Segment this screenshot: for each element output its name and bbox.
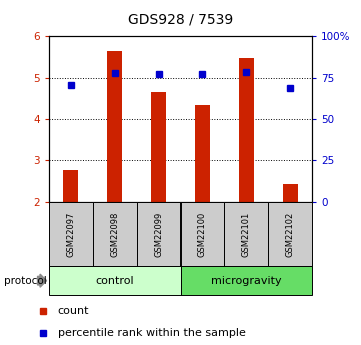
Bar — [239, 58, 254, 202]
Bar — [283, 184, 298, 202]
Bar — [107, 51, 122, 202]
Bar — [180, 266, 312, 295]
Bar — [151, 92, 166, 202]
Text: control: control — [95, 276, 134, 286]
Bar — [136, 202, 180, 266]
Bar — [49, 202, 93, 266]
Text: GSM22097: GSM22097 — [66, 211, 75, 257]
Bar — [268, 202, 312, 266]
Text: GSM22098: GSM22098 — [110, 211, 119, 257]
Text: GSM22099: GSM22099 — [154, 211, 163, 257]
Text: protocol: protocol — [4, 276, 46, 286]
Bar — [63, 169, 78, 202]
Text: microgravity: microgravity — [211, 276, 282, 286]
FancyArrow shape — [38, 274, 47, 287]
Bar — [180, 202, 225, 266]
Text: GSM22102: GSM22102 — [286, 211, 295, 257]
Text: GSM22101: GSM22101 — [242, 211, 251, 257]
Text: GDS928 / 7539: GDS928 / 7539 — [128, 12, 233, 26]
Text: GSM22100: GSM22100 — [198, 211, 207, 257]
Bar — [49, 266, 180, 295]
Text: percentile rank within the sample: percentile rank within the sample — [58, 328, 245, 338]
Bar — [93, 202, 136, 266]
Bar — [195, 105, 210, 202]
Bar — [225, 202, 268, 266]
Text: count: count — [58, 306, 89, 316]
